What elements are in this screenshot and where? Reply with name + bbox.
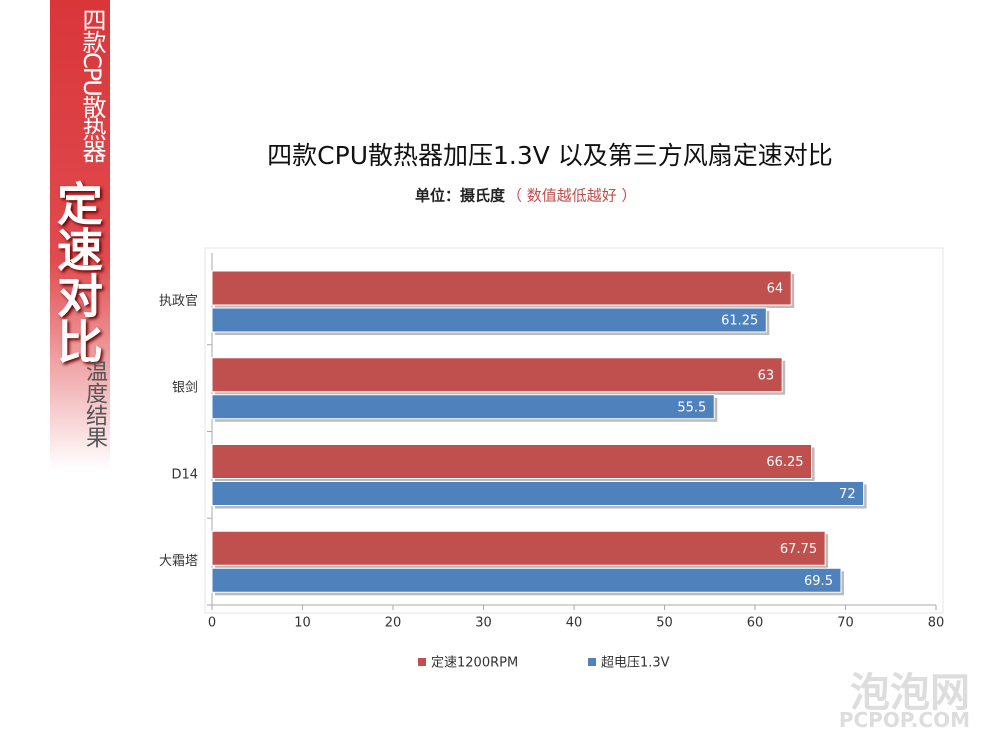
watermark: PCPOP.COM: [838, 708, 970, 732]
value-label: 55.5: [677, 400, 706, 415]
y-tick-label: D14: [171, 467, 198, 482]
value-label: 66.25: [766, 455, 803, 470]
bar: [211, 307, 767, 333]
chart-subtitle: 单位：摄氏度: [415, 187, 506, 205]
value-label: 61.25: [721, 314, 758, 329]
legend-label: 超电压1.3V: [601, 656, 670, 671]
value-label: 64: [767, 282, 784, 297]
x-tick-label: 70: [837, 616, 854, 631]
bar: [211, 444, 813, 479]
x-tick-label: 0: [208, 616, 216, 631]
legend-label: 定速1200RPM: [431, 656, 518, 671]
x-tick-label: 30: [475, 616, 492, 631]
chart-title: 四款CPU散热器加压1.3V 以及第三方风扇定速对比: [267, 141, 833, 170]
bar: [211, 530, 826, 566]
x-tick-label: 60: [747, 616, 764, 631]
legend-swatch: [588, 658, 596, 666]
x-tick-label: 10: [294, 616, 311, 631]
x-tick-label: 50: [656, 616, 673, 631]
y-tick-label: 大霜塔: [159, 554, 198, 569]
bar: [211, 357, 783, 393]
bar: [211, 481, 865, 506]
bar: [211, 567, 842, 593]
y-tick-label: 银剑: [172, 380, 198, 396]
value-label: 72: [839, 487, 856, 502]
x-tick-label: 40: [566, 616, 583, 631]
sidebar-heading: 定速对比: [50, 180, 104, 364]
bar: [211, 394, 715, 420]
sidebar-text: 温度结果: [82, 360, 107, 448]
sidebar-text: 四款CPU散热器: [78, 8, 106, 161]
y-tick-label: 执政官: [159, 293, 198, 309]
x-tick-label: 20: [385, 616, 402, 631]
value-label: 69.5: [804, 574, 833, 589]
value-label: 63: [758, 368, 775, 383]
legend-swatch: [418, 658, 426, 666]
chart-subtitle-note: （ 数值越低越好 ）: [507, 187, 637, 205]
watermark: 泡泡网: [850, 670, 970, 716]
x-tick-label: 80: [928, 616, 945, 631]
sidebar: [50, 0, 110, 470]
bar: [211, 270, 792, 306]
plot-frame: [204, 247, 944, 614]
value-label: 67.75: [780, 542, 817, 557]
